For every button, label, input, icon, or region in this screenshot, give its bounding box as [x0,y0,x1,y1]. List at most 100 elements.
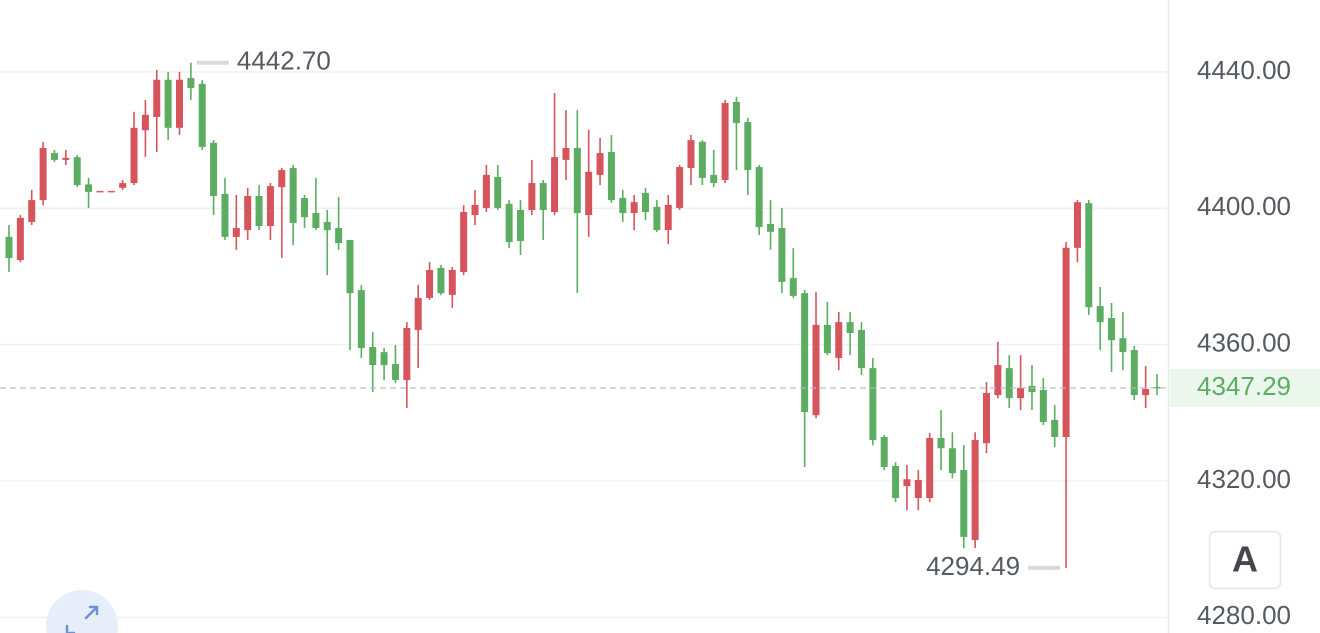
candle-body [175,79,183,128]
candle-body [357,290,365,349]
candle-body [471,204,479,216]
candle-body [755,167,763,228]
candle-body [1062,247,1070,437]
expand-circle[interactable] [46,590,118,633]
candle-body [1153,386,1161,389]
candle-body [551,157,559,213]
candle-body [301,198,309,218]
candle-body [232,228,240,237]
candle-body [1039,389,1047,422]
candle-body [801,293,809,413]
button-frame[interactable] [1208,530,1282,590]
last-price-box [1170,368,1320,407]
candle-body [835,322,843,358]
candle-body [903,479,911,487]
candle-body [937,438,945,449]
candle-body [642,192,650,213]
candle-body [823,324,831,354]
candle-body [198,83,206,147]
candle-body [573,147,581,214]
y-tick-label: 4320.00 [1197,464,1291,494]
button-label[interactable]: A [1232,539,1258,580]
candle-body [73,157,81,186]
candle-body [494,176,502,208]
zoom-button[interactable]: A [1208,530,1282,590]
candle-body [812,324,820,416]
candle-body [994,365,1002,396]
candle-body [687,140,695,169]
candle-body [846,322,854,334]
y-tick-label: 4280.00 [1197,600,1291,630]
candle-body [869,368,877,441]
candle-body [255,196,263,226]
candle-body [403,327,411,381]
candle-body [153,79,161,117]
candle-body [1051,419,1059,437]
y-tick-label: 4400.00 [1197,191,1291,221]
candle-body [1130,350,1138,396]
candle-body [119,183,127,188]
candle-body [130,127,138,184]
candle-body [39,147,47,201]
candle-body [676,167,684,208]
candle-body [1119,338,1127,353]
candle-body [619,198,627,214]
candle-body [414,297,422,330]
candle-body [607,152,615,201]
candle-body [335,228,343,244]
candle-body [789,278,797,296]
candle-body [1017,387,1025,399]
candle-body [1085,203,1093,308]
candle-body [983,393,991,444]
candle-body [50,153,58,160]
candle-body [210,142,218,197]
min-label: 4294.49 [926,551,1020,581]
candle-body [1142,388,1150,396]
candle-body [391,364,399,381]
candle-body [107,190,115,193]
candle-body [323,221,331,231]
candle-body [857,329,865,369]
candle-body [5,236,13,259]
candle-body [516,209,524,241]
candle-body [596,153,604,175]
expand-icon[interactable] [65,605,99,633]
candle-body [289,168,297,223]
candle-body [960,470,968,537]
candle-body [1005,368,1013,399]
candle-body [380,352,388,366]
candle-body [880,436,888,467]
candle-body [653,206,661,231]
candle-body [437,267,445,294]
candle-body [971,440,979,540]
expand-button[interactable] [46,590,118,633]
candle-body [585,171,593,216]
candle-body [62,157,70,160]
candle-body [448,269,456,295]
candle-body [346,239,354,294]
candles [5,62,1161,568]
candle-body [278,170,286,188]
candle-body [1073,202,1081,248]
candle-body [914,479,922,499]
candle-body [721,102,729,180]
candle-body [778,228,786,282]
candle-body [892,465,900,499]
candle-body [16,217,24,261]
candle-body [369,347,377,366]
candle-body [460,212,468,273]
candle-body [744,122,752,171]
candle-body [426,269,434,298]
candle-body [1028,385,1036,393]
candle-body [266,186,274,226]
candle-body [221,193,229,237]
candle-body [664,204,672,231]
overlay: 4442.70 4294.49 4347.29 [0,46,1320,581]
candle-body [528,183,536,210]
candle-body [141,114,149,131]
max-label: 4442.70 [237,46,331,76]
candle-body [244,196,252,231]
y-tick-label: 4440.00 [1197,55,1291,85]
